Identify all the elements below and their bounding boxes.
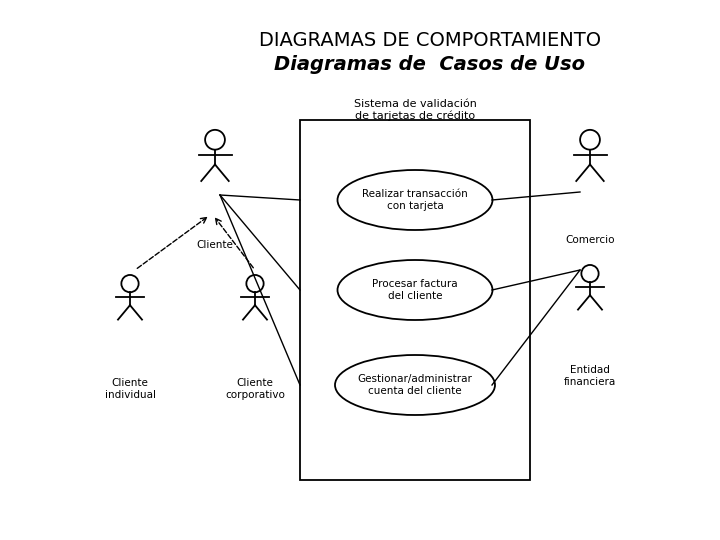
Bar	[300, 120, 530, 480]
Text: Cliente
corporativo: Cliente corporativo	[225, 378, 285, 400]
Text: Procesar factura
del cliente: Procesar factura del cliente	[372, 279, 458, 301]
Text: Cliente
individual: Cliente individual	[104, 378, 156, 400]
Text: Cliente: Cliente	[197, 240, 233, 250]
Text: Sistema de validación
de tarjetas de crédito: Sistema de validación de tarjetas de cré…	[354, 99, 477, 121]
Text: DIAGRAMAS DE COMPORTAMIENTO: DIAGRAMAS DE COMPORTAMIENTO	[259, 30, 601, 50]
Text: Realizar transacción
con tarjeta: Realizar transacción con tarjeta	[362, 189, 468, 211]
Text: Diagramas de  Casos de Uso: Diagramas de Casos de Uso	[274, 55, 585, 73]
Text: Entidad
financiera: Entidad financiera	[564, 365, 616, 387]
Text: Gestionar/administrar
cuenta del cliente: Gestionar/administrar cuenta del cliente	[358, 374, 472, 396]
Text: Comercio: Comercio	[565, 235, 615, 245]
